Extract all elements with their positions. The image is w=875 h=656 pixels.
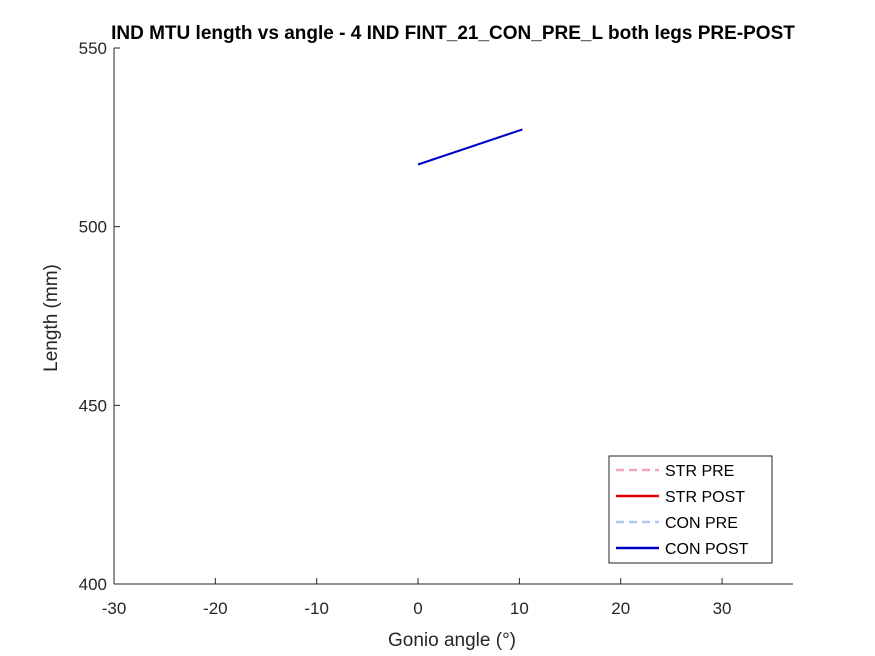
- x-tick-label: 20: [611, 599, 630, 618]
- legend-label: CON POST: [665, 541, 749, 558]
- y-tick-label: 400: [79, 575, 107, 594]
- chart-title: IND MTU length vs angle - 4 IND FINT_21_…: [111, 23, 795, 44]
- x-tick-label: -30: [102, 599, 127, 618]
- x-tick-label: 10: [510, 599, 529, 618]
- x-tick-label: -10: [304, 599, 329, 618]
- x-tick-label: -20: [203, 599, 228, 618]
- plot-lines: [417, 128, 523, 166]
- x-axis-label: Gonio angle (°): [388, 630, 516, 651]
- y-tick-label: 550: [79, 39, 107, 58]
- y-tick-label: 450: [79, 396, 107, 415]
- series-line-con-post: [417, 128, 523, 166]
- x-tick-label: 30: [713, 599, 732, 618]
- y-tick-label: 500: [79, 218, 107, 237]
- legend-label: STR POST: [665, 489, 745, 506]
- legend: STR PRE STR POST CON PRE CON POST: [608, 455, 773, 564]
- legend-label: STR PRE: [665, 463, 734, 480]
- y-axis-label: Length (mm): [41, 264, 62, 372]
- x-tick-label: 0: [413, 599, 422, 618]
- legend-label: CON PRE: [665, 515, 738, 532]
- axes: [113, 47, 793, 585]
- tick-labels: -30 -20 -10 0 10 20 30 400 450 500 550: [79, 39, 732, 618]
- legend-box: [608, 455, 773, 564]
